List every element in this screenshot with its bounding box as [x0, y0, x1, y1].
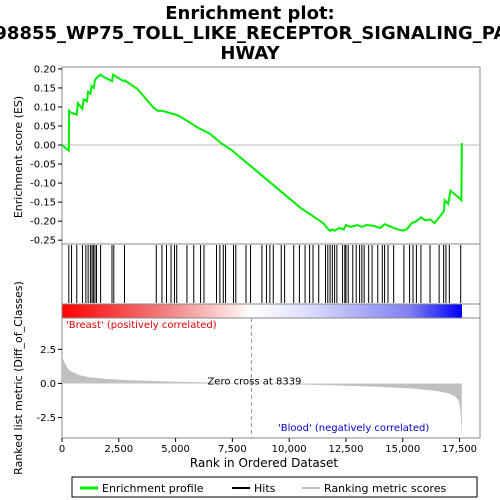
enrichment-profile-line	[61, 72, 463, 232]
es-y-tick-label: 0.15	[34, 83, 56, 94]
es-y-tick-label: 0.00	[34, 141, 56, 152]
metric-y-axis: 2.5 0.0 -2.5	[36, 345, 62, 424]
es-y-tick-label: -0.20	[30, 217, 56, 228]
hits-panel-frame	[61, 243, 481, 305]
es-y-tick-label: -0.15	[30, 198, 56, 209]
x-tick-label: 15,000	[385, 444, 420, 455]
legend-metric-label: Ranking metric scores	[324, 482, 446, 495]
legend-enrichment-label: Enrichment profile	[102, 482, 204, 495]
metric-y-axis-label: Ranked list metric (Diff_of_Classes)	[12, 281, 25, 475]
es-y-tick-label: -0.05	[30, 160, 56, 171]
metric-y-tick-label: 0.0	[40, 379, 56, 390]
zero-cross-label: Zero cross at 8339	[207, 376, 301, 387]
es-panel-frame	[61, 66, 481, 245]
chart-title-line-2: 198855_WP75_TOLL_LIKE_RECEPTOR_SIGNALING…	[0, 23, 500, 44]
negative-class-label: 'Blood' (negatively correlated)	[278, 423, 429, 434]
hits-marks	[68, 245, 462, 303]
chart-title-line-3: HWAY	[220, 43, 280, 64]
x-tick-label: 12,500	[328, 444, 363, 455]
x-axis: 0 2,500 5,000 7,500 10,000 12,500 15,000 17,500	[59, 438, 477, 455]
x-tick-label: 17,500	[442, 444, 477, 455]
es-y-tick-label: 0.05	[34, 122, 56, 133]
es-y-tick-label: -0.25	[30, 236, 56, 247]
heatmap-bar	[61, 303, 481, 319]
x-tick-label: 5,000	[161, 444, 190, 455]
es-y-tick-label: -0.10	[30, 179, 56, 190]
es-y-axis: 0.20 0.15 0.10 0.05 0.00 -0.05 -0.10 -0.15 -0.20…	[30, 64, 62, 247]
chart-title-line-1: Enrichment plot:	[165, 3, 335, 24]
metric-y-tick-label: -2.5	[36, 413, 56, 424]
es-y-tick-label: 0.20	[34, 64, 56, 75]
positive-class-label: 'Breast' (positively correlated)	[66, 320, 217, 331]
legend-hits-label: Hits	[254, 482, 276, 495]
x-tick-label: 0	[59, 444, 65, 455]
x-axis-label: Rank in Ordered Dataset	[190, 456, 338, 470]
x-tick-label: 7,500	[218, 444, 247, 455]
metric-y-tick-label: 2.5	[40, 345, 56, 356]
es-y-tick-label: 0.10	[34, 102, 56, 113]
x-tick-label: 10,000	[272, 444, 307, 455]
es-y-axis-label: Enrichment score (ES)	[12, 96, 25, 218]
metric-panel-frame	[61, 317, 481, 439]
legend-box	[71, 476, 478, 498]
x-tick-label: 2,500	[104, 444, 133, 455]
